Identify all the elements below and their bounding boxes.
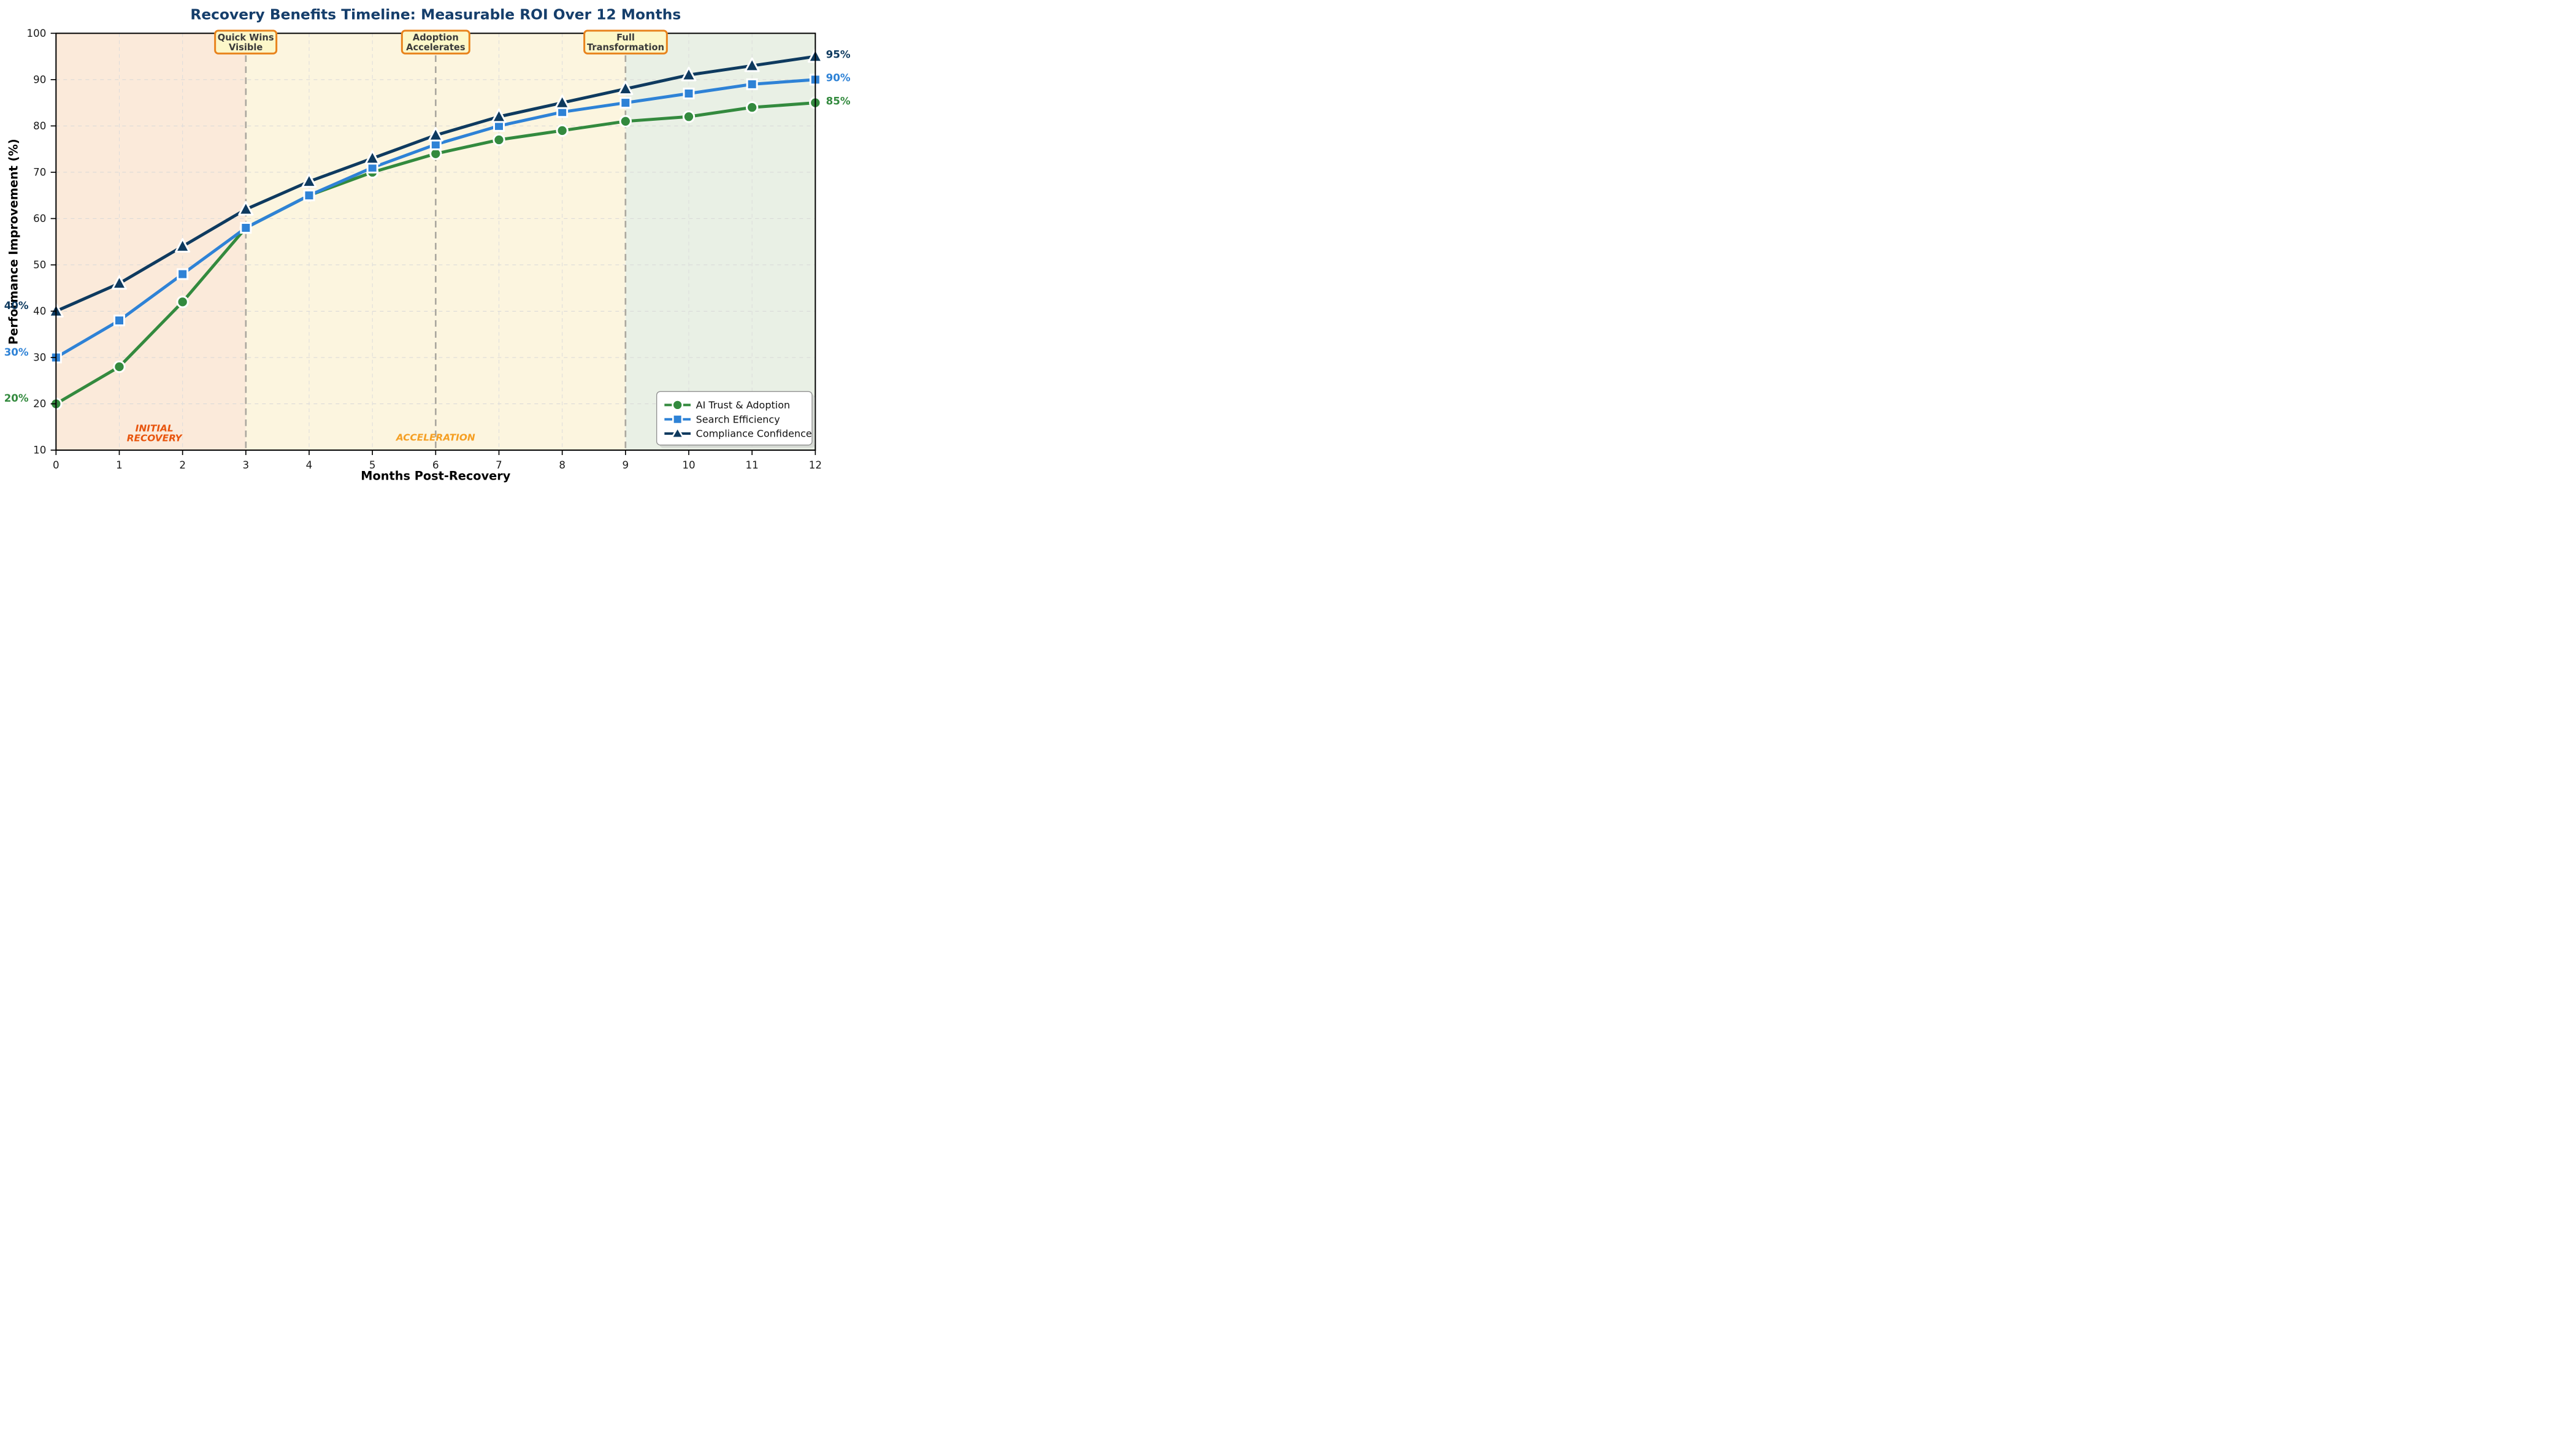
marker-compliance-confidence-month-3 — [238, 201, 254, 216]
roi-timeline-figure: 0 1 2 3 4 5 6 7 8 9 10 11 12 10 20 30 40 50 60 70 80 90 100 Re… — [0, 0, 859, 484]
chart-title: Recovery Benefits Timeline: Measurable R… — [190, 7, 681, 23]
start-value-label-search: 30% — [4, 346, 29, 358]
end-value-label-compliance: 95% — [826, 49, 851, 61]
x-tick-label-12: 12 — [809, 459, 822, 471]
legend-item-label: AI Trust & Adoption — [696, 399, 790, 411]
milestone-box — [214, 29, 278, 55]
triangle-marker-icon — [670, 426, 685, 439]
y-tick-label-80: 80 — [33, 120, 46, 132]
start-value-label-compliance: 40% — [4, 300, 29, 312]
y-tick-label-100: 100 — [27, 28, 47, 39]
y-tick-label-20: 20 — [33, 398, 46, 410]
x-tick-label-9: 9 — [623, 459, 629, 471]
y-tick-label-70: 70 — [33, 167, 46, 178]
x-tick-label-10: 10 — [682, 459, 695, 471]
legend-item-ai-trust-adoption: AI Trust & Adoption — [664, 399, 790, 411]
legend-item-search-efficiency: Search Efficiency — [664, 413, 780, 425]
y-axis-title: Performance Improvement (%) — [6, 139, 20, 345]
marker-search-efficiency-month-1 — [113, 315, 125, 327]
marker-compliance-confidence-month-11 — [744, 57, 760, 72]
end-value-label-search: 90% — [826, 72, 851, 84]
milestone-text-line1: Adoption — [413, 33, 459, 43]
x-axis-title: Months Post-Recovery — [361, 469, 511, 483]
marker-search-efficiency-month-2 — [177, 268, 189, 280]
marker-ai-trust-adoption-month-2 — [176, 296, 189, 308]
x-tick-label-11: 11 — [746, 459, 759, 471]
marker-compliance-confidence-month-1 — [112, 275, 127, 290]
phase-label-initial-recovery-line1: INITIAL — [136, 423, 174, 434]
milestone-text-line1: Quick Wins — [218, 33, 274, 43]
legend-item-label: Compliance Confidence — [696, 428, 812, 440]
marker-compliance-confidence-month-8 — [554, 94, 570, 109]
y-tick-label-90: 90 — [33, 74, 46, 86]
phase-label-initial-recovery-line2: RECOVERY — [127, 433, 183, 444]
marker-compliance-confidence-month-9 — [618, 80, 634, 96]
marker-ai-trust-adoption-month-10 — [682, 110, 696, 123]
marker-compliance-confidence-month-10 — [681, 66, 697, 82]
marker-search-efficiency-month-11 — [746, 78, 758, 90]
marker-search-efficiency-month-9 — [619, 97, 632, 109]
start-value-label-trust: 20% — [4, 392, 29, 404]
marker-search-efficiency-month-4 — [303, 189, 315, 202]
x-tick-label-4: 4 — [306, 459, 313, 471]
circle-marker-icon — [672, 399, 683, 411]
x-tick-label-7: 7 — [496, 459, 502, 471]
marker-compliance-confidence-month-2 — [175, 238, 191, 253]
marker-search-efficiency-month-10 — [683, 87, 695, 99]
legend-item-compliance-confidence: Compliance Confidence — [664, 426, 812, 440]
marker-ai-trust-adoption-month-1 — [113, 360, 126, 373]
marker-compliance-confidence-month-6 — [427, 126, 443, 142]
legend: AI Trust & Adoption Search Efficiency Co… — [656, 391, 815, 448]
legend-box — [656, 391, 813, 446]
marker-ai-trust-adoption-month-11 — [745, 101, 759, 114]
y-tick-label-50: 50 — [33, 259, 46, 271]
phase-label-acceleration: ACCELERATION — [396, 432, 475, 443]
y-tick-label-30: 30 — [33, 352, 46, 364]
x-tick-label-5: 5 — [369, 459, 376, 471]
y-tick-label-40: 40 — [33, 305, 46, 317]
milestone-callout-quick-wins: Quick Wins Visible — [214, 29, 278, 55]
x-tick-label-8: 8 — [559, 459, 565, 471]
square-marker-icon — [672, 414, 683, 425]
milestone-box — [401, 29, 470, 55]
milestone-text-line2: Accelerates — [406, 42, 466, 53]
x-tick-label-0: 0 — [53, 459, 59, 471]
end-value-label-trust: 85% — [826, 95, 851, 107]
marker-search-efficiency-month-3 — [240, 222, 252, 234]
milestone-callout-adoption-accelerates: Adoption Accelerates — [401, 29, 470, 55]
milestone-text-line2: Transformation — [587, 42, 664, 53]
phase-band-2 — [625, 33, 816, 451]
milestone-callout-full-transformation: Full Transformation — [583, 29, 668, 55]
marker-ai-trust-adoption-month-8 — [556, 124, 569, 137]
y-tick-label-10: 10 — [33, 445, 46, 456]
x-tick-label-1: 1 — [116, 459, 123, 471]
milestone-text-line2: Visible — [229, 42, 263, 53]
marker-ai-trust-adoption-month-7 — [493, 133, 505, 147]
phase-band-0 — [56, 33, 246, 451]
milestone-text-line1: Full — [616, 33, 635, 43]
marker-compliance-confidence-month-4 — [301, 173, 317, 188]
x-tick-label-2: 2 — [179, 459, 186, 471]
y-tick-label-60: 60 — [33, 213, 46, 224]
marker-compliance-confidence-month-7 — [491, 108, 507, 123]
milestone-box — [583, 29, 668, 55]
marker-ai-trust-adoption-month-9 — [619, 115, 632, 128]
legend-item-label: Search Efficiency — [696, 413, 780, 425]
x-tick-label-6: 6 — [432, 459, 439, 471]
marker-compliance-confidence-month-5 — [364, 150, 380, 165]
x-tick-label-3: 3 — [243, 459, 250, 471]
